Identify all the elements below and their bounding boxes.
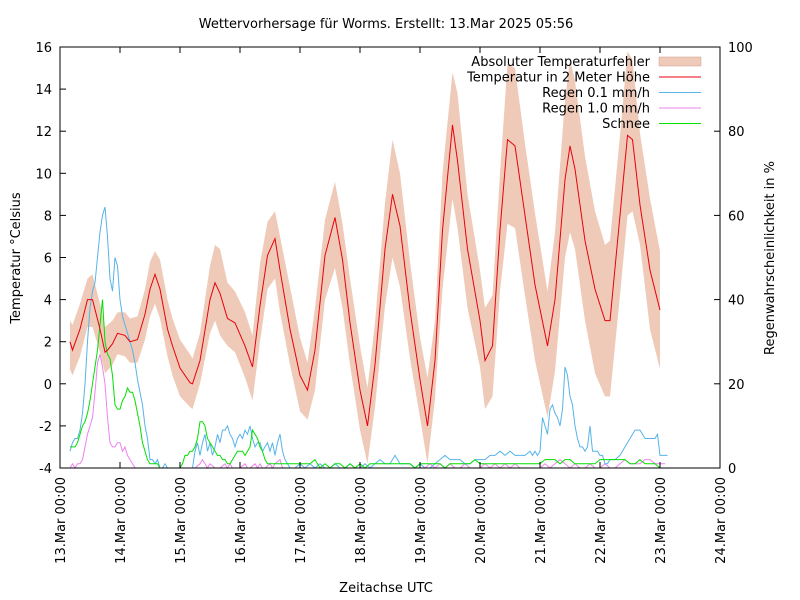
y-tick-label: 0: [44, 378, 52, 393]
x-tick-label: 24.Mar 00:00: [714, 477, 729, 564]
legend-label-snow: Schnee: [602, 117, 650, 132]
y-tick-label: 8: [44, 209, 52, 224]
series-line-temp: [69, 124, 661, 427]
x-tick-label: 20.Mar 00:00: [474, 477, 489, 564]
y-tick-label: 2: [44, 336, 52, 351]
y2-tick-label: 100: [728, 41, 753, 56]
y-tick-label: -2: [39, 420, 52, 435]
y-tick-label: 14: [35, 83, 52, 98]
y2-tick-label: 20: [728, 378, 745, 393]
axes: -4 -2 0 2 4 6 8 10 12 14 16 0 20 40 60 80 100 13.Mar 00:0…: [35, 41, 752, 564]
x-tick-label: 19.Mar 00:00: [414, 477, 429, 564]
legend-label-error: Absoluter Temperaturfehler: [471, 55, 650, 70]
x-tick-label: 18.Mar 00:00: [354, 477, 369, 564]
y-axis-label: Temperatur °Celsius: [9, 192, 24, 325]
y2-axis-label: Regenwahrscheinlichkeit in %: [763, 161, 778, 355]
series-line-snow: [70, 299, 661, 469]
y2-tick-label: 0: [728, 462, 736, 477]
legend-label-temp: Temperatur in 2 Meter Höhe: [466, 71, 650, 86]
y2-tick-label: 60: [728, 209, 745, 224]
chart-title: Wettervorhersage für Worms. Erstellt: 13…: [199, 17, 574, 32]
y-tick-label: 10: [35, 167, 52, 182]
y2-tick-label: 40: [728, 294, 745, 309]
legend-swatch-error: [658, 56, 702, 67]
x-tick-label: 15.Mar 00:00: [174, 477, 189, 564]
x-axis-label: Zeitachse UTC: [339, 581, 433, 596]
temperature-error-band: [70, 51, 660, 464]
x-tick-label: 14.Mar 00:00: [114, 477, 129, 564]
y-tick-label: 16: [35, 41, 52, 56]
x-tick-label: 21.Mar 00:00: [534, 477, 549, 564]
x-tick-label: 17.Mar 00:00: [294, 477, 309, 564]
legend-label-rain10: Regen 1.0 mm/h: [542, 102, 650, 117]
legend-label-rain01: Regen 0.1 mm/h: [542, 86, 650, 101]
x-tick-label: 13.Mar 00:00: [54, 477, 69, 564]
x-tick-label: 23.Mar 00:00: [654, 477, 669, 564]
y-tick-label: 4: [44, 294, 52, 309]
x-tick-label: 22.Mar 00:00: [594, 477, 609, 564]
y-tick-label: -4: [39, 462, 52, 477]
y-tick-label: 12: [35, 125, 52, 140]
y-tick-label: 6: [44, 252, 52, 267]
x-tick-label: 16.Mar 00:00: [234, 477, 249, 564]
y2-tick-label: 80: [728, 125, 745, 140]
